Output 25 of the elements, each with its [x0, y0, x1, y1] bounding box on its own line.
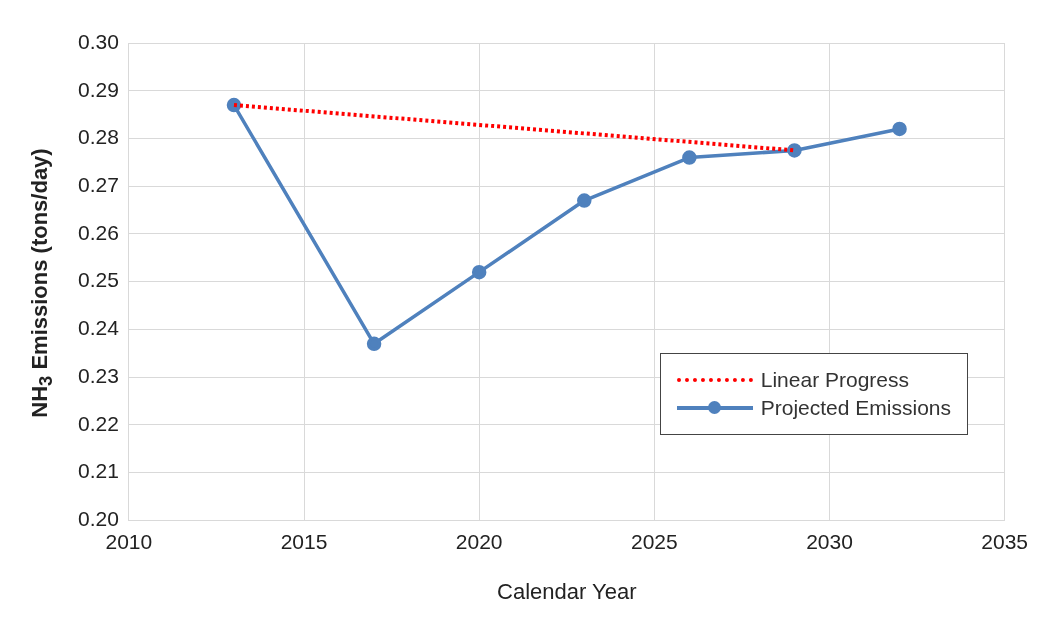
y-tick-label: 0.21	[78, 459, 119, 483]
legend-label: Projected Emissions	[760, 396, 951, 420]
y-tick-label: 0.29	[78, 77, 119, 101]
x-tick-label: 2025	[630, 529, 678, 553]
y-tick-label: 0.24	[78, 316, 120, 340]
y-tick-label: 0.23	[78, 363, 119, 387]
x-tick-label: 2020	[455, 529, 503, 553]
legend-label: Linear Progress	[760, 368, 909, 392]
y-tick-label: 0.26	[78, 220, 119, 244]
point	[471, 264, 487, 280]
point	[366, 336, 382, 352]
x-tick-label: 2010	[105, 529, 153, 553]
y-tick-label: 0.22	[78, 411, 119, 435]
x-axis-title: Calendar Year	[497, 578, 637, 604]
y-tick-label: 0.27	[78, 173, 119, 197]
y-tick-label: 0.30	[78, 29, 119, 53]
x-tick-label: 2035	[981, 529, 1028, 553]
y-tick-label: 0.28	[78, 125, 119, 149]
y-tick-label: 0.20	[78, 507, 119, 531]
point	[577, 193, 592, 208]
point	[682, 150, 697, 165]
x-tick-label: 2015	[280, 529, 328, 553]
x-tick-label: 2030	[806, 529, 853, 553]
point	[892, 121, 907, 137]
y-tick-label: 0.25	[78, 268, 119, 292]
